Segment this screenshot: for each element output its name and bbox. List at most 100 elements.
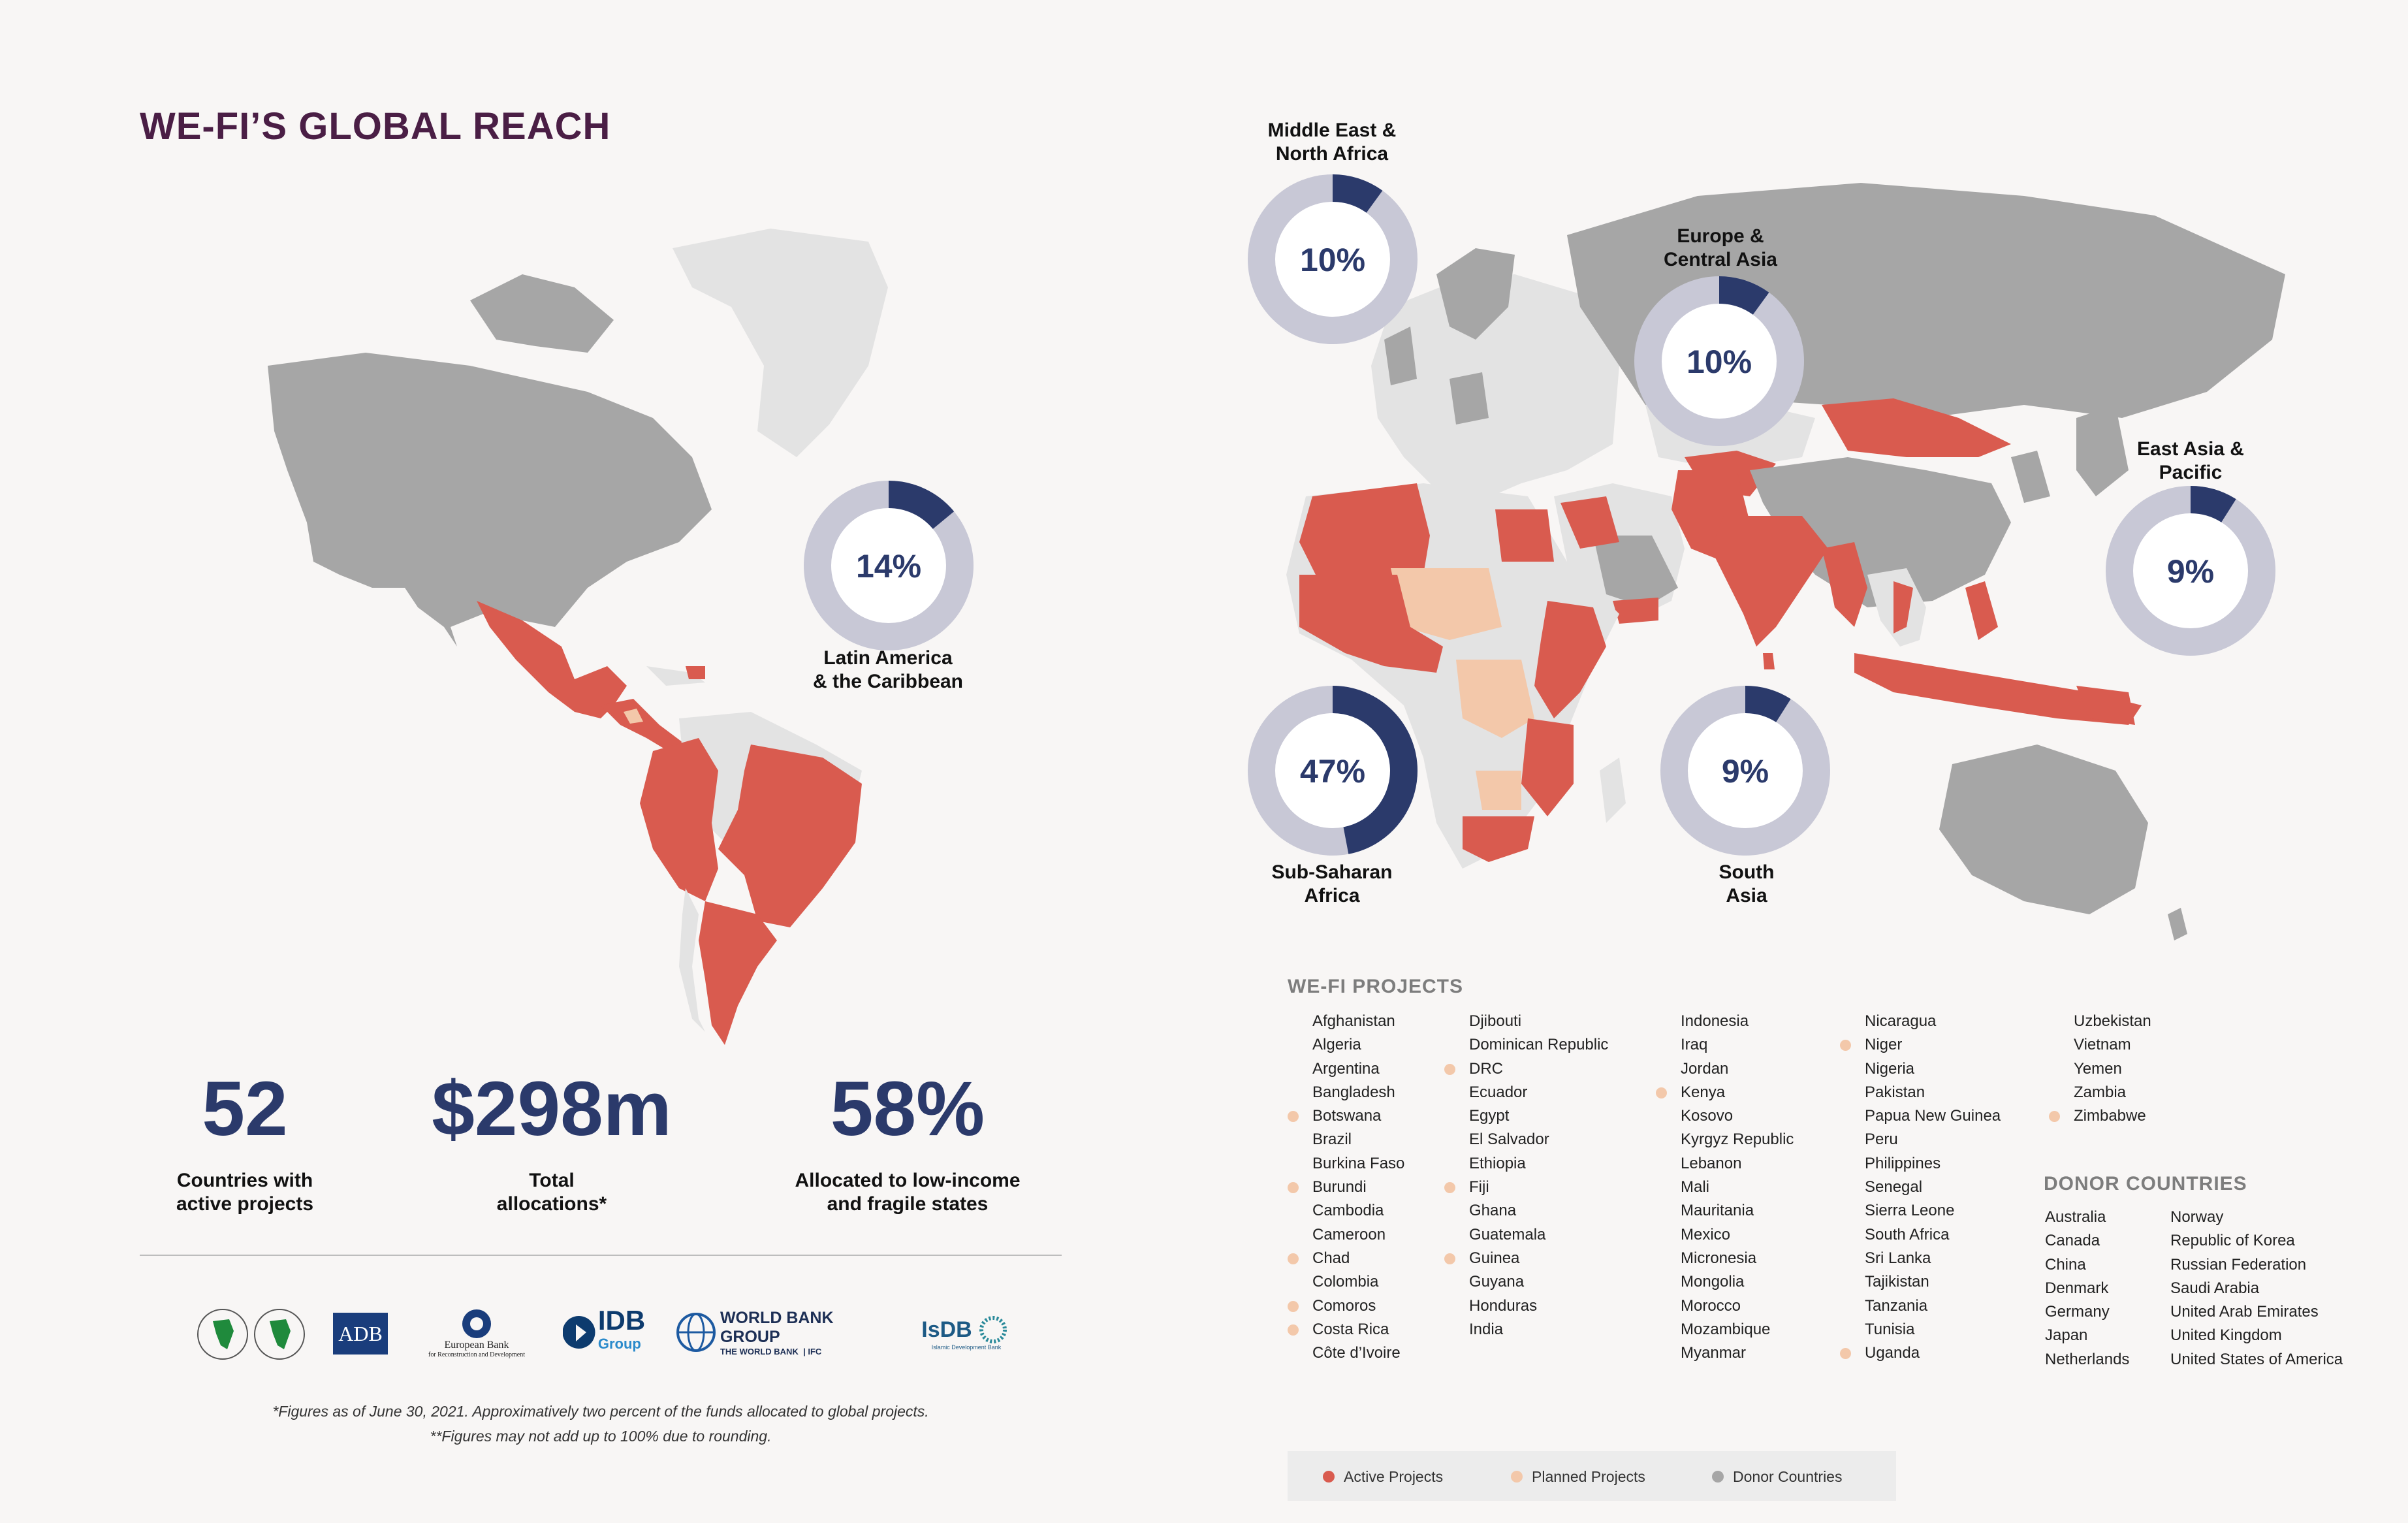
- donor-item: Denmark: [2045, 1279, 2109, 1297]
- map-egypt: [1495, 509, 1554, 562]
- project-item: Philippines: [1865, 1152, 2001, 1176]
- project-item: Micronesia: [1681, 1247, 1794, 1270]
- map-east-africa: [1534, 601, 1606, 718]
- donor-item: United Arab Emirates: [2170, 1303, 2319, 1321]
- project-item: Tunisia: [1865, 1318, 2001, 1341]
- project-item: Bangladesh: [1312, 1081, 1404, 1104]
- project-name: Morocco: [1681, 1296, 1741, 1315]
- project-name: Cameroon: [1312, 1225, 1386, 1243]
- donut-label-mena: Middle East & North Africa: [1267, 120, 1397, 165]
- projects-title: WE-FI PROJECTS: [1288, 976, 1464, 997]
- project-item: Afghanistan: [1312, 1010, 1404, 1033]
- project-item: Colombia: [1312, 1270, 1404, 1294]
- project-name: Guyana: [1469, 1273, 1525, 1291]
- project-item: Uganda: [1840, 1341, 2001, 1365]
- planned-dot-icon: [1840, 1040, 1851, 1051]
- donor-item: Australia: [2045, 1208, 2106, 1226]
- map-sri-lanka: [1763, 653, 1775, 669]
- projects-column-1: Afghanistan Algeria Argentina Bangladesh Bot…: [1288, 1010, 1404, 1365]
- legend-planned: Planned Projects: [1511, 1468, 1645, 1486]
- project-item: Lebanon: [1681, 1152, 1794, 1176]
- project-name: Mauritania: [1681, 1202, 1754, 1220]
- planned-dot-icon: [2049, 1111, 2060, 1123]
- donut-value-mena: 10%: [1300, 242, 1365, 278]
- project-name: Cambodia: [1312, 1202, 1384, 1220]
- adb-logo: ADB: [333, 1313, 388, 1355]
- project-name: Myanmar: [1681, 1344, 1747, 1362]
- map-costa-rica: [624, 709, 643, 724]
- project-name: Colombia: [1312, 1273, 1379, 1291]
- map-drc-planned: [1456, 660, 1534, 738]
- project-item: Mali: [1681, 1176, 1794, 1199]
- map-greenland: [673, 229, 888, 457]
- donut-value-eca: 10%: [1687, 344, 1752, 380]
- project-name: Dominican Republic: [1469, 1036, 1609, 1054]
- project-name: Senegal: [1865, 1178, 1923, 1196]
- stat-countries-caption: Countries with active projects: [176, 1170, 314, 1215]
- donut-value-sa: 9%: [1722, 753, 1769, 790]
- map-germany: [1450, 372, 1489, 425]
- project-name: Indonesia: [1681, 1012, 1749, 1030]
- donor-item: Canada: [2045, 1232, 2100, 1250]
- map-yemen: [1613, 598, 1658, 624]
- project-name: Afghanistan: [1312, 1012, 1395, 1030]
- project-name: Iraq: [1681, 1036, 1708, 1054]
- map-australia: [1939, 745, 2148, 914]
- map-sahel-planned: [1391, 568, 1502, 640]
- project-name: Egypt: [1469, 1107, 1510, 1125]
- projects-column-4: Nicaragua Niger Nigeria Pakistan Papua New G…: [1840, 1010, 2001, 1365]
- project-name: Ecuador: [1469, 1083, 1528, 1101]
- project-item: Dominican Republic: [1469, 1033, 1608, 1057]
- project-item: Mauritania: [1681, 1199, 1794, 1223]
- donor-item: Norway: [2170, 1208, 2224, 1226]
- map-north-america: [268, 353, 712, 647]
- project-item: Zimbabwe: [2049, 1104, 2151, 1128]
- planned-dot-icon: [1656, 1087, 1667, 1098]
- donut-label-lac: Latin America & the Caribbean: [812, 647, 964, 692]
- stat-allocations-caption: Total allocations*: [496, 1170, 607, 1215]
- map-west-africa: [1299, 575, 1443, 673]
- donut-value-eap: 9%: [2167, 553, 2214, 590]
- map-southeast-africa: [1521, 718, 1574, 816]
- map-new-zealand: [2168, 908, 2187, 940]
- map-colombia-peru: [640, 738, 718, 901]
- project-name: Algeria: [1312, 1036, 1361, 1054]
- donut-arc-lac: [888, 481, 955, 530]
- project-name: Honduras: [1469, 1296, 1538, 1315]
- project-name: Brazil: [1312, 1130, 1352, 1149]
- project-name: Tunisia: [1865, 1320, 1915, 1338]
- donut-value-ssa: 47%: [1300, 753, 1365, 790]
- project-name: Micronesia: [1681, 1249, 1757, 1267]
- project-name: Ghana: [1469, 1202, 1517, 1220]
- project-item: Pakistan: [1865, 1081, 2001, 1104]
- project-name: Tajikistan: [1865, 1273, 1929, 1291]
- map-korea-japan: [2011, 405, 2129, 503]
- project-name: Vietnam: [2074, 1036, 2131, 1054]
- legend-donor: Donor Countries: [1712, 1468, 1842, 1486]
- map-chile: [679, 888, 705, 1032]
- map-india: [1711, 516, 1828, 647]
- project-name: Fiji: [1469, 1178, 1489, 1196]
- project-name: Burundi: [1312, 1178, 1367, 1196]
- legend-planned-swatch: [1511, 1471, 1523, 1483]
- donut-label-ssa: Sub-Saharan Africa: [1271, 861, 1393, 906]
- ebrd-logo: European Bank for Reconstruction and Dev…: [411, 1300, 542, 1365]
- donut-value-lac: 14%: [856, 548, 921, 585]
- projects-column-3: Indonesia Iraq Jordan Kenya Kosovo Kyrgyz Rep…: [1656, 1010, 1794, 1365]
- donors-column-1: Australia Canada China Denmark Germany Japan N…: [2045, 1206, 2129, 1371]
- project-name: Mozambique: [1681, 1320, 1771, 1338]
- project-item: Cameroon: [1312, 1223, 1404, 1247]
- project-name: Argentina: [1312, 1059, 1380, 1078]
- project-name: Pakistan: [1865, 1083, 1925, 1101]
- map-bangladesh-myanmar: [1822, 542, 1867, 627]
- isdb-logo: IsDB Islamic Development Bank: [917, 1304, 1015, 1362]
- map-mexico: [477, 601, 627, 718]
- project-name: DRC: [1469, 1059, 1503, 1078]
- project-name: Côte d’Ivoire: [1312, 1344, 1401, 1362]
- project-item: Kenya: [1656, 1081, 1794, 1104]
- project-item: Indonesia: [1681, 1010, 1794, 1033]
- project-item: Djibouti: [1469, 1010, 1608, 1033]
- project-name: Kenya: [1681, 1083, 1726, 1101]
- project-item: Nigeria: [1865, 1057, 2001, 1081]
- idb-logo: IDB Group: [552, 1306, 656, 1358]
